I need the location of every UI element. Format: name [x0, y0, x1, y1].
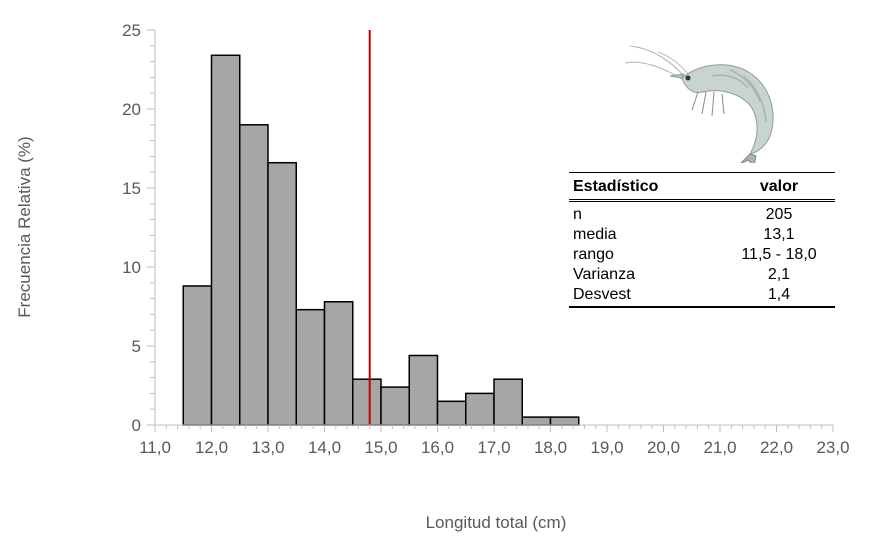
table-body: n 205 media 13,1 rango 11,5 - 18,0 Varia… — [569, 202, 835, 308]
row-value: 205 — [765, 206, 793, 223]
x-tick-label: 20,0 — [647, 438, 680, 457]
x-tick-label: 15,0 — [364, 438, 397, 457]
table-row: media 13,1 — [569, 225, 835, 245]
x-tick-label: 22,0 — [760, 438, 793, 457]
row-label: n — [573, 206, 582, 223]
x-tick-label: 16,0 — [421, 438, 454, 457]
histogram-bar — [465, 392, 495, 426]
row-value: 11,5 - 18,0 — [741, 246, 817, 263]
shrimp-icon — [620, 18, 790, 168]
x-tick-labels: 11,0 12,0 13,0 14,0 15,0 16,0 17,0 18,0 19,0 20,0… — [139, 438, 849, 457]
y-tick-label: 15 — [122, 179, 141, 198]
x-tick-label: 13,0 — [251, 438, 284, 457]
histogram-bar — [352, 378, 382, 426]
table-row: Desvest 1,4 — [569, 285, 835, 305]
x-tick-label: 14,0 — [308, 438, 341, 457]
statistics-table: Estadístico valor n 205 media 13,1 rango… — [569, 172, 835, 308]
x-tick-label: 11,0 — [139, 438, 171, 457]
histogram-bar — [267, 161, 297, 426]
histogram-bar — [436, 400, 467, 426]
row-label: Varianza — [573, 266, 635, 283]
row-label: rango — [573, 246, 614, 263]
bars — [182, 30, 580, 426]
row-value: 2,1 — [767, 266, 791, 283]
histogram-bar — [493, 378, 523, 426]
x-axis-title: Longitud total (cm) — [426, 513, 567, 532]
y-tick-label: 20 — [122, 100, 141, 119]
x-tick-label: 17,0 — [477, 438, 510, 457]
header-estadistico: Estadístico — [573, 178, 659, 195]
row-value: 13,1 — [763, 226, 795, 243]
histogram-bar — [210, 54, 241, 426]
x-tick-label: 19,0 — [590, 438, 623, 457]
x-tick-label: 18,0 — [534, 438, 567, 457]
y-tick-labels: 0 5 10 15 20 25 — [122, 21, 141, 435]
row-label: media — [573, 226, 617, 243]
histogram-bar — [182, 285, 213, 426]
y-tick-label: 0 — [132, 416, 141, 435]
y-axis-title: Frecuencia Relativa (%) — [15, 136, 34, 317]
x-tick-label: 21,0 — [703, 438, 736, 457]
histogram-bar — [549, 416, 580, 426]
row-label: Desvest — [573, 286, 631, 303]
x-tick-label: 23,0 — [816, 438, 849, 457]
table-row: n 205 — [569, 205, 835, 225]
row-value: 1,4 — [767, 286, 791, 303]
header-valor: valor — [759, 178, 799, 195]
histogram-bar — [239, 124, 269, 426]
histogram-bar — [380, 386, 410, 426]
histogram-bar — [323, 301, 354, 426]
table-row: Varianza 2,1 — [569, 265, 835, 285]
table-header: Estadístico valor — [569, 172, 835, 202]
x-tick-label: 12,0 — [195, 438, 228, 457]
table-row: rango 11,5 - 18,0 — [569, 245, 835, 265]
y-tick-label: 10 — [122, 258, 141, 277]
histogram-bar — [295, 308, 326, 426]
y-tick-label: 25 — [122, 21, 141, 40]
y-tick-label: 5 — [132, 337, 141, 356]
histogram-bar — [408, 354, 439, 426]
axes — [147, 29, 834, 432]
histogram-bar — [521, 416, 552, 426]
